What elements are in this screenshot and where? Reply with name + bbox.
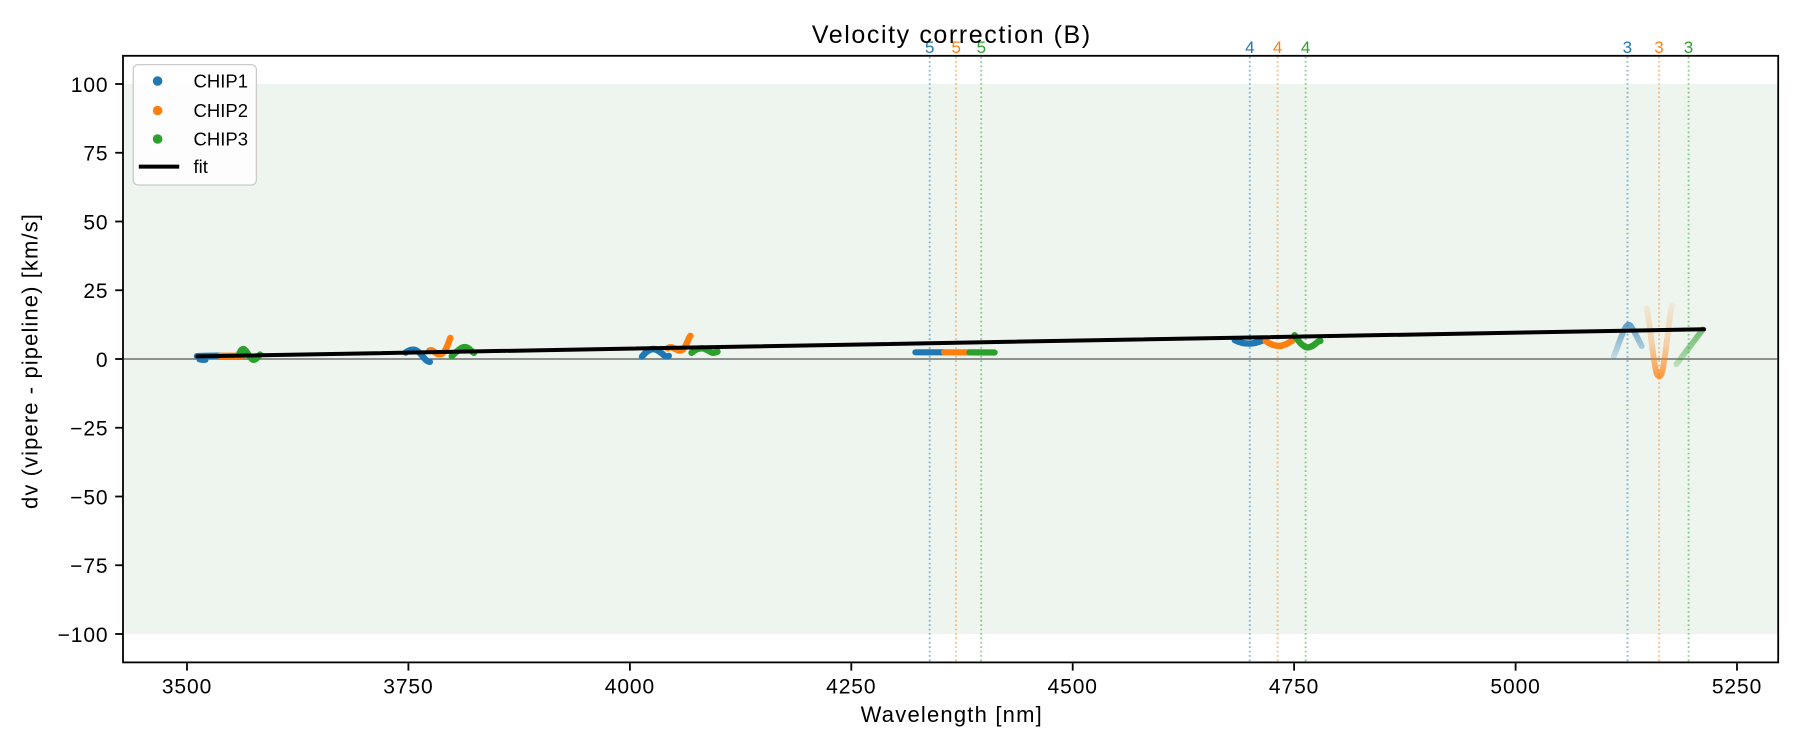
svg-text:4750: 4750 [1269, 676, 1319, 699]
svg-text:CHIP1: CHIP1 [194, 71, 249, 92]
svg-text:4: 4 [1301, 38, 1310, 57]
svg-text:5250: 5250 [1712, 676, 1762, 699]
svg-text:dv (vipere - pipeline) [km/s]: dv (vipere - pipeline) [km/s] [18, 213, 43, 509]
svg-text:100: 100 [71, 74, 109, 97]
svg-text:5000: 5000 [1490, 676, 1540, 699]
svg-text:3750: 3750 [383, 676, 433, 699]
svg-text:4500: 4500 [1048, 676, 1098, 699]
svg-text:fit: fit [194, 156, 208, 177]
svg-text:4: 4 [1273, 38, 1282, 57]
svg-text:75: 75 [83, 143, 108, 166]
svg-text:50: 50 [83, 211, 108, 234]
svg-text:3: 3 [1654, 38, 1663, 57]
svg-text:−75: −75 [70, 555, 108, 578]
svg-text:4: 4 [1245, 38, 1254, 57]
svg-text:5: 5 [951, 38, 960, 57]
svg-text:25: 25 [83, 280, 108, 303]
svg-text:−50: −50 [70, 486, 108, 509]
svg-text:CHIP3: CHIP3 [194, 129, 249, 150]
svg-text:Velocity correction (B): Velocity correction (B) [812, 21, 1092, 49]
svg-text:3500: 3500 [162, 676, 212, 699]
svg-text:0: 0 [96, 349, 109, 372]
svg-text:−100: −100 [58, 624, 109, 647]
svg-text:Wavelength [nm]: Wavelength [nm] [861, 702, 1043, 727]
svg-text:4000: 4000 [605, 676, 655, 699]
svg-text:4250: 4250 [826, 676, 876, 699]
svg-text:CHIP2: CHIP2 [194, 100, 249, 121]
svg-text:3: 3 [1623, 38, 1632, 57]
svg-text:3: 3 [1684, 38, 1693, 57]
svg-text:5: 5 [925, 38, 934, 57]
svg-text:−25: −25 [70, 418, 108, 441]
svg-text:5: 5 [977, 38, 986, 57]
